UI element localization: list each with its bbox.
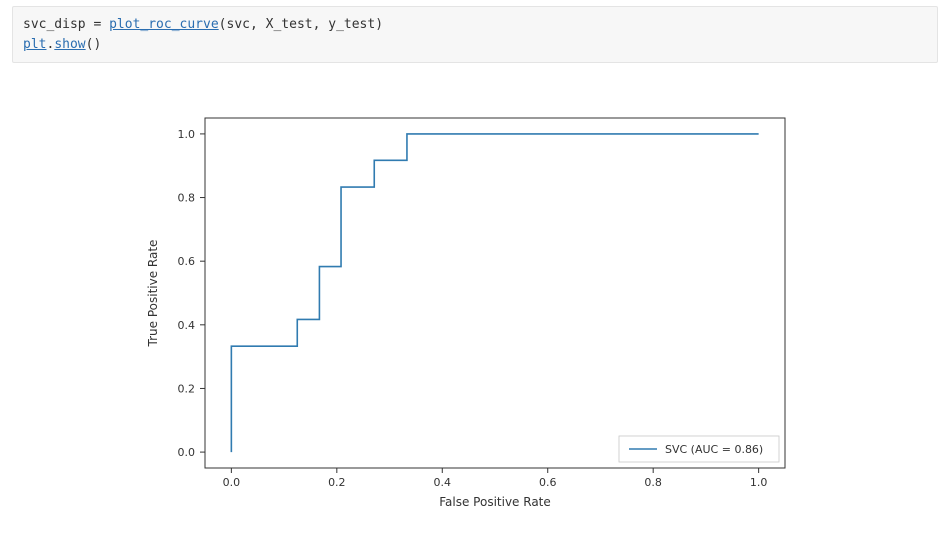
- y-tick-label: 0.8: [178, 192, 196, 205]
- roc-chart: 0.0 0.2 0.4 0.6 0.8 1.0 0.0 0.2 0.4 0.6 0.8 1.0 Fals…: [115, 93, 835, 523]
- code-call-1: plot_roc_curve: [109, 17, 219, 32]
- code-call-2: show: [54, 37, 85, 52]
- roc-svg: 0.0 0.2 0.4 0.6 0.8 1.0 0.0 0.2 0.4 0.6 0.8 1.0 Fals…: [115, 93, 835, 523]
- y-tick-label: 1.0: [178, 128, 196, 141]
- plot-frame: [205, 118, 785, 468]
- x-tick-label: 1.0: [750, 476, 768, 489]
- y-tick-label: 0.2: [178, 382, 196, 395]
- x-tick-label: 0.6: [539, 476, 557, 489]
- roc-curve: [231, 134, 758, 452]
- x-tick-label: 0.4: [434, 476, 452, 489]
- code-text-1: svc_disp =: [23, 17, 109, 32]
- code-cell: svc_disp = plot_roc_curve(svc, X_test, y…: [12, 6, 938, 63]
- code-args-1: (svc, X_test, y_test): [219, 17, 383, 32]
- y-tick-label: 0.6: [178, 255, 196, 268]
- code-obj-2: plt: [23, 37, 46, 52]
- x-tick-label: 0.2: [328, 476, 346, 489]
- code-parens-2: (): [86, 37, 102, 52]
- y-axis-label: True Positive Rate: [146, 240, 160, 348]
- x-axis-label: False Positive Rate: [439, 495, 551, 509]
- y-tick-label: 0.4: [178, 319, 196, 332]
- legend-label: SVC (AUC = 0.86): [665, 443, 763, 456]
- x-tick-label: 0.0: [223, 476, 241, 489]
- y-tick-label: 0.0: [178, 446, 196, 459]
- x-tick-label: 0.8: [644, 476, 662, 489]
